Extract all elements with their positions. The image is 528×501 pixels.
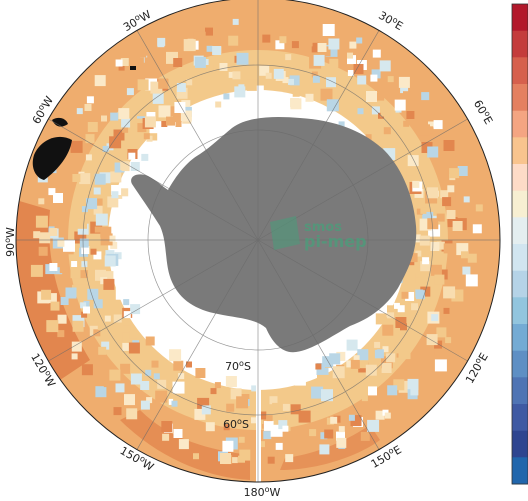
colorbar-swatch: [512, 84, 528, 112]
watermark-line1: smos: [304, 220, 342, 235]
smos-pi-mep-watermark: smos pi-mep: [270, 216, 367, 251]
transition-pixels: [30, 18, 487, 465]
colorbar-swatch: [512, 110, 528, 138]
colorbar: [511, 3, 528, 485]
lon-label-90w: 90oW: [3, 227, 17, 257]
meridian-30w: [136, 30, 259, 241]
svg-text:60oW: 60oW: [29, 94, 56, 127]
lon-label-180w: 180oW: [244, 485, 281, 499]
meridian-150w: [136, 239, 259, 450]
svg-text:60oS: 60oS: [223, 417, 249, 431]
colorbar-swatch: [512, 244, 528, 272]
colorbar-swatch: [512, 377, 528, 405]
colorbar-swatch: [512, 57, 528, 85]
colorbar-swatch: [512, 457, 528, 485]
svg-text:90oW: 90oW: [3, 227, 17, 257]
lon-label-60w: 60oW: [29, 94, 56, 127]
meridian-30e: [257, 30, 380, 241]
watermark-logo-icon: [270, 216, 300, 250]
colorbar-swatch: [512, 137, 528, 165]
svg-text:70oS: 70oS: [225, 359, 251, 373]
meridian-120w: [48, 239, 259, 362]
colorbar-swatch: [512, 4, 528, 32]
colorbar-swatch: [512, 217, 528, 245]
colorbar-swatch: [512, 430, 528, 458]
svg-text:180oW: 180oW: [244, 485, 281, 499]
colorbar-swatch: [512, 164, 528, 192]
meridian-120e: [257, 239, 468, 362]
colorbar-swatch: [512, 297, 528, 325]
lon-label-60e: 60oE: [471, 97, 496, 127]
colorbar-swatch: [512, 404, 528, 432]
colorbar-swatch: [512, 190, 528, 218]
lat-label-70s: 70oS: [224, 359, 254, 373]
meridian-60w: [48, 118, 259, 241]
svg-text:60oE: 60oE: [471, 97, 496, 126]
colorbar-swatch: [512, 350, 528, 378]
meridian-150e: [257, 239, 380, 450]
colorbar-swatch: [512, 324, 528, 352]
colorbar-frame: [511, 3, 528, 485]
lat-label-60s: 60oS: [223, 417, 249, 431]
svg-text:30oE: 30oE: [376, 8, 405, 33]
graticule: [16, 0, 500, 482]
map-border: [15, 0, 501, 483]
watermark-line2: pi-mep: [304, 232, 367, 251]
colorbar-swatch: [512, 30, 528, 58]
colorbar-swatch: [512, 270, 528, 298]
lon-label-30e: 30oE: [376, 8, 405, 33]
